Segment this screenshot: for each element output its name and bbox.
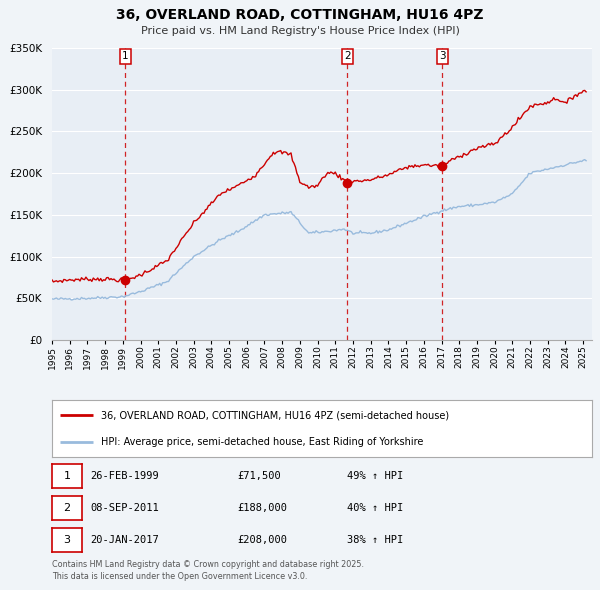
Text: 1: 1 — [122, 51, 129, 61]
Text: 20-JAN-2017: 20-JAN-2017 — [90, 535, 159, 545]
Text: £188,000: £188,000 — [237, 503, 287, 513]
Text: £208,000: £208,000 — [237, 535, 287, 545]
Text: 36, OVERLAND ROAD, COTTINGHAM, HU16 4PZ (semi-detached house): 36, OVERLAND ROAD, COTTINGHAM, HU16 4PZ … — [101, 411, 449, 421]
Text: 2: 2 — [64, 503, 71, 513]
Text: £71,500: £71,500 — [237, 471, 281, 481]
Text: 1: 1 — [64, 471, 71, 481]
Text: 08-SEP-2011: 08-SEP-2011 — [90, 503, 159, 513]
Text: 3: 3 — [439, 51, 446, 61]
Text: 3: 3 — [64, 535, 71, 545]
Text: 36, OVERLAND ROAD, COTTINGHAM, HU16 4PZ: 36, OVERLAND ROAD, COTTINGHAM, HU16 4PZ — [116, 8, 484, 22]
Text: 2: 2 — [344, 51, 351, 61]
Text: 38% ↑ HPI: 38% ↑ HPI — [347, 535, 403, 545]
Text: Contains HM Land Registry data © Crown copyright and database right 2025.
This d: Contains HM Land Registry data © Crown c… — [52, 560, 364, 581]
Text: 26-FEB-1999: 26-FEB-1999 — [90, 471, 159, 481]
Text: Price paid vs. HM Land Registry's House Price Index (HPI): Price paid vs. HM Land Registry's House … — [140, 26, 460, 36]
Text: 40% ↑ HPI: 40% ↑ HPI — [347, 503, 403, 513]
Text: 49% ↑ HPI: 49% ↑ HPI — [347, 471, 403, 481]
Text: HPI: Average price, semi-detached house, East Riding of Yorkshire: HPI: Average price, semi-detached house,… — [101, 437, 423, 447]
